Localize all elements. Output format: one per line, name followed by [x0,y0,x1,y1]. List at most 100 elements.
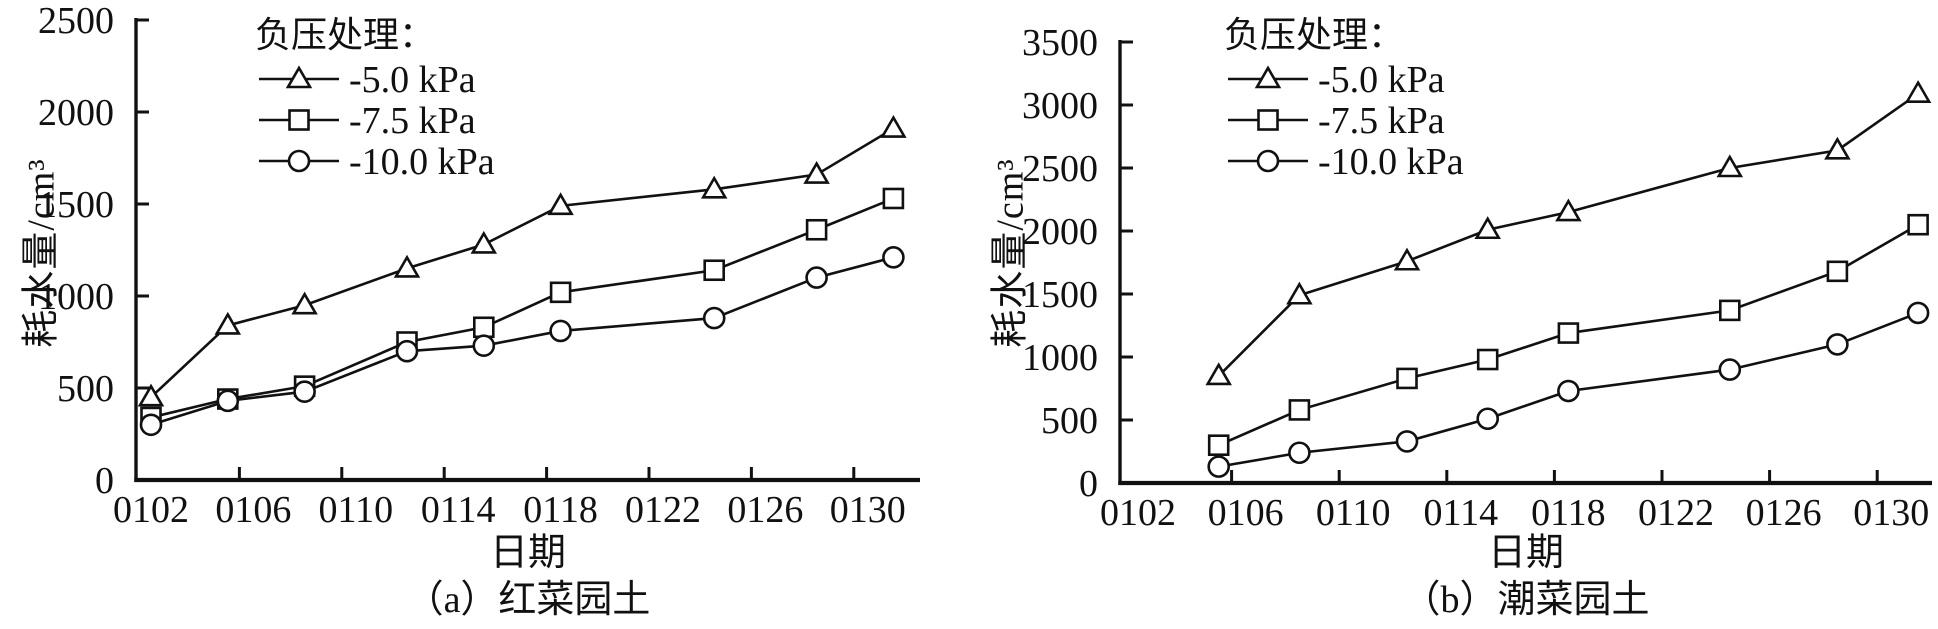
square-marker [1288,399,1311,421]
triangle-marker [137,383,165,407]
chart-b-canvas: 0 500 1000 1500 2000 2500 3000 3500 0102 0106 0110… [1022,15,1932,534]
y-tick-label: 1500 [38,184,114,226]
x-tick-label: 0110 [1316,492,1391,534]
triangle-marker [393,254,421,278]
legend: 负压处理：-5.0 kPa-7.5 kPa-10.0 kPa [255,15,495,183]
circle-marker [1906,301,1930,325]
y-tick-label: 0 [1079,463,1098,505]
square-marker [1476,348,1499,371]
circle-marker [293,380,316,403]
y-tick-label: 500 [57,368,114,410]
square-marker [1257,109,1279,131]
square-marker [472,316,495,339]
series-markers-0 [1205,80,1932,386]
triangle-marker [1555,198,1582,222]
series-markers-2 [139,246,905,437]
legend: 负压处理：-5.0 kPa-7.5 kPa-10.0 kPa [1224,15,1464,183]
chart-a-caption: （a）红菜园土 [405,579,651,621]
square-marker [1396,367,1418,390]
series-line-0 [1217,92,1919,377]
series-polyline [150,127,895,399]
circle-marker [1288,441,1311,465]
square-marker [805,218,828,241]
triangle-marker [1393,247,1421,271]
square-marker [288,109,310,131]
series-polyline [150,197,894,419]
circle-marker [1826,333,1849,356]
x-tick-label: 0110 [319,489,394,531]
y-tick-label: 1000 [1022,337,1098,379]
y-tick-label: 2500 [38,0,114,42]
legend-title: 负压处理： [1224,15,1404,55]
chart-a-y-axis-label: 耗水量/cm³ [20,158,63,348]
triangle-marker [1716,154,1744,178]
x-tick-label: 0114 [1424,492,1499,534]
circle-marker [395,339,419,363]
triangle-marker [214,311,242,335]
legend-title: 负压处理： [255,15,435,55]
legend-label: -5.0 kPa [1318,59,1445,101]
legend-label: -10.0 kPa [349,141,495,183]
chart-a-canvas: 0 500 1000 1500 2000 2500 0102 0106 0110 0114 0118… [38,0,920,531]
x-tick-label: 0118 [523,489,598,531]
circle-marker [1395,430,1419,453]
x-tick-label: 0118 [1531,492,1606,534]
y-tick-label: 3000 [1022,85,1098,127]
triangle-marker [1474,216,1501,240]
square-marker [1718,299,1741,322]
y-tick-label: 0 [95,460,114,502]
series-polyline [1217,92,1919,377]
series-line-1 [1218,223,1919,447]
x-tick-label: 0114 [421,489,496,531]
triangle-marker [470,230,498,254]
series-polyline [1218,223,1919,447]
chart-b-y-axis-label: 耗水量/cm³ [989,158,1032,348]
triangle-marker [547,192,574,216]
circle-marker [882,246,905,269]
y-tick-label: 3500 [1022,22,1098,64]
legend-label: -5.0 kPa [349,59,476,101]
chart-a-x-axis-label: 日期 [489,532,567,574]
series-line-2 [1218,311,1919,468]
series-markers-0 [137,114,907,407]
x-tick-label: 0102 [1100,492,1176,534]
triangle-marker [803,160,830,184]
circle-marker [139,413,163,437]
x-tick-label: 0122 [625,489,701,531]
square-marker [1826,260,1849,283]
triangle-marker [880,114,907,138]
legend-label: -10.0 kPa [1318,141,1464,183]
circle-marker [1256,149,1280,173]
y-tick-label: 1000 [38,276,114,318]
triangle-marker [1904,80,1932,103]
chart-b-x-axis-label: 日期 [1487,532,1565,574]
square-marker [1907,213,1929,236]
circle-marker [1207,455,1230,478]
series-line-1 [150,197,894,419]
triangle-marker [1205,362,1232,386]
x-tick-label: 0126 [1746,492,1822,534]
triangle-marker [291,291,318,315]
y-tick-label: 2000 [1022,211,1098,253]
square-marker [882,187,905,210]
triangle-marker [1286,281,1313,305]
triangle-marker [1824,136,1851,160]
circle-marker [702,306,726,330]
axes: 0 500 1000 1500 2000 2500 0102 0106 0110 0114 0118… [38,0,920,531]
x-tick-label: 0126 [727,489,803,531]
y-tick-label: 1500 [1022,274,1098,316]
x-tick-label: 0122 [1638,492,1714,534]
x-tick-label: 0106 [1208,492,1284,534]
series-markers-2 [1207,301,1930,478]
circle-marker [1718,358,1742,381]
square-marker [703,259,726,282]
circle-marker [549,319,572,343]
axes: 0 500 1000 1500 2000 2500 3000 3500 0102 0106 0110… [1022,22,1932,534]
chart-a-figure: 0 500 1000 1500 2000 2500 0102 0106 0110 0114 0118… [20,0,920,621]
series-line-0 [150,127,895,399]
x-tick-label: 0130 [830,489,906,531]
square-marker [1557,322,1580,344]
triangle-marker [1254,65,1282,89]
x-tick-label: 0106 [215,489,291,531]
square-marker [549,281,572,304]
